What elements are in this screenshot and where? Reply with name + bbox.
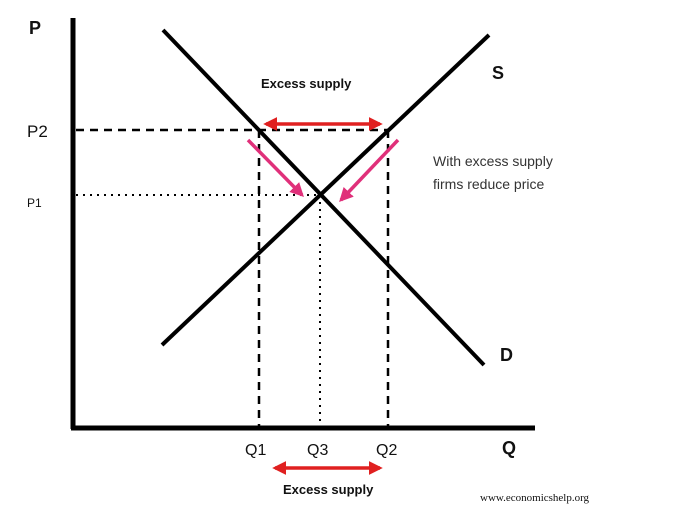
excess-supply-bottom-label: Excess supply (283, 482, 374, 497)
y-axis-label: P (29, 18, 41, 38)
note-line-1: With excess supply (433, 153, 553, 169)
right-price-arrow (339, 138, 400, 203)
supply-label: S (492, 63, 504, 83)
note-line-2: firms reduce price (433, 176, 544, 192)
source-credit: www.economicshelp.org (480, 492, 590, 504)
excess-supply-top-label: Excess supply (261, 76, 352, 91)
supply-curve (160, 33, 491, 347)
p2-label: P2 (27, 122, 48, 141)
x-axis-label: Q (502, 438, 516, 458)
q3-label: Q3 (307, 442, 328, 459)
demand-curve (161, 28, 486, 367)
q2-label: Q2 (376, 442, 397, 459)
demand-label: D (500, 345, 513, 365)
left-price-arrow (246, 138, 304, 197)
p1-label: P1 (27, 196, 42, 210)
q1-label: Q1 (245, 442, 266, 459)
